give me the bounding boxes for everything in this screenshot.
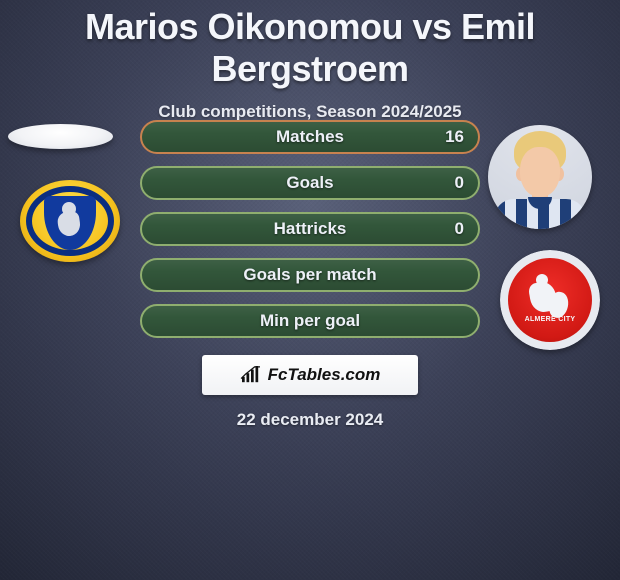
stat-label: Goals: [142, 173, 478, 193]
stat-value-right: 0: [455, 173, 464, 193]
page-title: Marios Oikonomou vs Emil Bergstroem: [0, 6, 620, 90]
stat-label: Goals per match: [142, 265, 478, 285]
stat-label: Hattricks: [142, 219, 478, 239]
stat-bar: Goals per match: [140, 258, 480, 292]
stat-label: Matches: [142, 127, 478, 147]
right-player-avatar: [488, 125, 592, 229]
right-club-crest: ALMERE CITY: [500, 250, 600, 350]
stat-label: Min per goal: [142, 311, 478, 331]
left-club-crest: [20, 180, 120, 262]
stat-bar: Min per goal: [140, 304, 480, 338]
branding-text: FcTables.com: [268, 365, 381, 385]
stat-bar: Hattricks0: [140, 212, 480, 246]
stat-value-right: 16: [445, 127, 464, 147]
stat-value-right: 0: [455, 219, 464, 239]
stat-bar: Goals0: [140, 166, 480, 200]
stat-bar: Matches16: [140, 120, 480, 154]
page-subtitle: Club competitions, Season 2024/2025: [0, 102, 620, 122]
stats-container: Matches16Goals0Hattricks0Goals per match…: [140, 120, 480, 350]
header: Marios Oikonomou vs Emil Bergstroem Club…: [0, 0, 620, 122]
crest-text: ALMERE CITY: [500, 316, 600, 323]
date-text: 22 december 2024: [0, 410, 620, 430]
bar-chart-icon: [240, 366, 262, 384]
branding-plate: FcTables.com: [202, 355, 418, 395]
left-player-avatar: [8, 124, 113, 149]
face: [520, 147, 560, 197]
